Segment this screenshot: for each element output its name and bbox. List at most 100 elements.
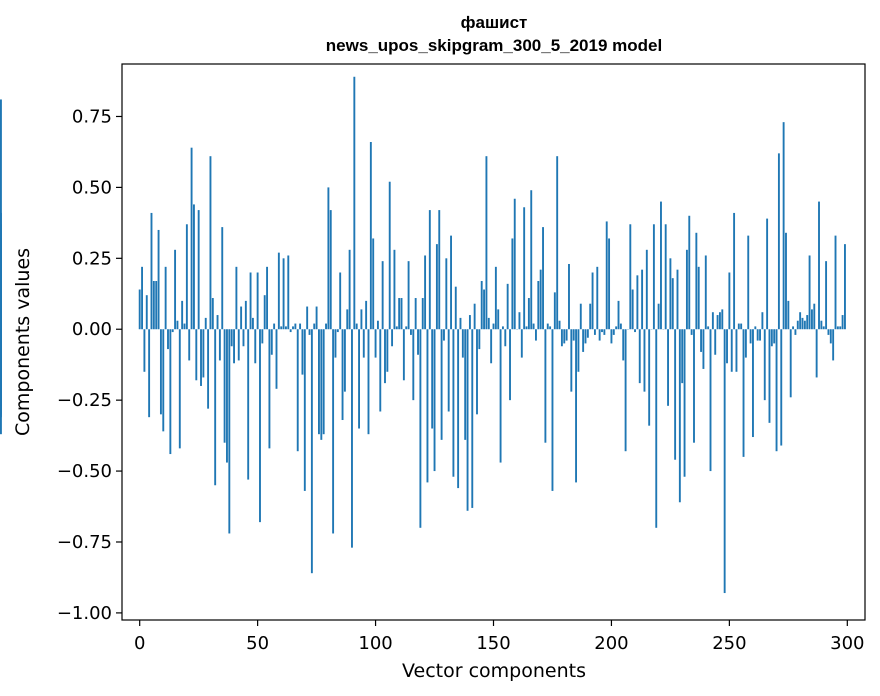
bar — [497, 309, 500, 330]
bar — [152, 281, 155, 330]
bar — [483, 289, 486, 330]
bar — [544, 329, 547, 443]
bar — [320, 329, 323, 440]
bar — [730, 329, 733, 372]
bar — [499, 329, 502, 463]
bar — [690, 329, 693, 335]
bar — [631, 289, 634, 330]
bar — [289, 329, 292, 333]
x-axis-label: Vector components — [402, 660, 586, 682]
bar — [424, 255, 427, 330]
bar — [457, 329, 460, 489]
bar — [266, 266, 269, 330]
bar — [445, 258, 448, 330]
bar — [237, 329, 240, 361]
bar — [634, 329, 636, 333]
bar — [674, 329, 677, 460]
bar — [167, 329, 169, 350]
bar — [796, 320, 799, 330]
bar — [494, 266, 497, 330]
bar — [584, 329, 587, 344]
bar — [336, 329, 339, 333]
bar — [454, 286, 457, 330]
bar — [761, 312, 764, 330]
bar — [471, 329, 474, 508]
y-tick-label: −1.00 — [57, 603, 112, 624]
bar — [610, 329, 613, 344]
bar — [695, 232, 698, 330]
bar — [525, 326, 528, 330]
bar — [313, 323, 316, 330]
bar — [818, 201, 820, 330]
bar — [303, 329, 306, 491]
bar — [200, 329, 202, 386]
bar — [405, 326, 408, 330]
bar — [707, 326, 710, 330]
x-tick-label: 50 — [246, 633, 269, 654]
bar — [523, 207, 526, 330]
bar — [216, 315, 219, 330]
bar — [230, 329, 233, 347]
bar — [697, 266, 700, 330]
bar — [318, 329, 320, 435]
bar — [770, 329, 773, 347]
bar — [535, 329, 537, 341]
bar — [563, 329, 566, 344]
bar — [568, 263, 570, 330]
y-tick-label: 0.00 — [72, 319, 112, 340]
bar — [240, 306, 243, 330]
bar — [452, 329, 455, 477]
bar — [171, 329, 174, 333]
bar — [648, 329, 651, 426]
bar — [636, 275, 639, 330]
bar — [756, 329, 759, 341]
bar — [244, 300, 247, 330]
bar — [664, 224, 667, 330]
bar — [369, 142, 372, 330]
bar — [433, 329, 436, 472]
bar — [468, 315, 471, 330]
bar — [223, 329, 226, 443]
bar — [617, 300, 620, 330]
bar — [268, 329, 271, 449]
bar — [343, 329, 346, 392]
bar — [197, 210, 200, 330]
bar — [310, 329, 313, 574]
bar — [315, 306, 318, 330]
bar — [204, 317, 207, 330]
bar — [188, 329, 191, 361]
bar — [355, 323, 358, 330]
bar — [419, 329, 422, 528]
bar — [148, 329, 151, 418]
bar — [570, 329, 573, 392]
bar — [412, 329, 415, 401]
bar — [329, 210, 332, 330]
bar — [612, 329, 615, 335]
bar — [402, 329, 405, 381]
bar — [511, 238, 514, 330]
bar — [476, 329, 478, 415]
bar — [825, 261, 828, 330]
bar — [645, 249, 648, 330]
bar — [218, 329, 221, 361]
bar — [211, 298, 214, 330]
bar — [693, 329, 695, 443]
bar — [209, 156, 212, 330]
bar — [360, 309, 363, 330]
bar — [504, 329, 507, 347]
bar — [527, 298, 530, 330]
bar — [485, 156, 488, 330]
bar — [327, 187, 330, 330]
bar — [466, 329, 469, 511]
bar — [395, 326, 398, 330]
bar — [284, 326, 287, 330]
bar — [657, 303, 660, 330]
x-tick-label: 250 — [712, 633, 746, 654]
bar — [749, 329, 752, 344]
bar — [747, 235, 750, 330]
bar — [233, 329, 235, 364]
bar — [301, 329, 304, 375]
bar — [509, 329, 511, 401]
chart-subtitle: news_upos_skipgram_300_5_2019 model — [326, 36, 662, 55]
